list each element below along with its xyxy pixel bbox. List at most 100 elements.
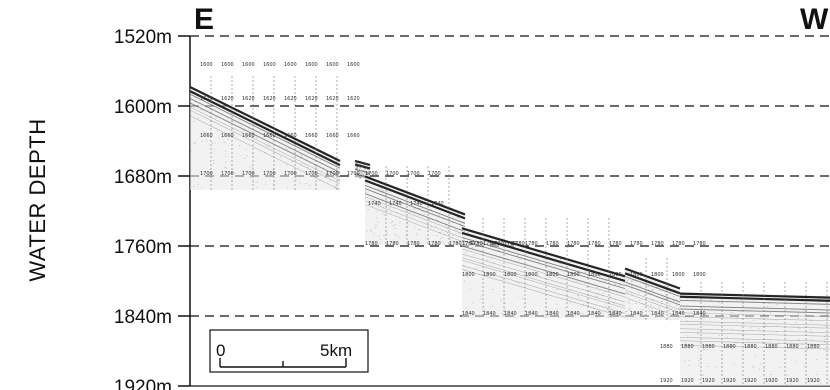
seismic-noise: [358, 177, 360, 178]
section-depth-label: 1780: [567, 241, 580, 247]
seismic-noise: [255, 137, 258, 139]
section-depth-label: 1920: [723, 378, 736, 384]
seismic-noise: [604, 280, 606, 282]
seismic-noise: [248, 171, 250, 173]
seismic-noise: [660, 303, 663, 305]
seismic-noise: [742, 335, 745, 337]
section-depth-label: 1780: [630, 241, 643, 247]
seismic-noise: [667, 285, 670, 287]
seismic-noise: [359, 174, 361, 176]
seismic-noise: [368, 173, 370, 174]
seismic-noise: [224, 166, 226, 168]
seismic-noise: [243, 129, 245, 130]
seismic-noise: [428, 243, 430, 245]
section-depth-label: 1840: [630, 311, 643, 317]
seismic-noise: [267, 126, 269, 128]
seismic-noise: [626, 311, 628, 313]
seismic-noise: [363, 171, 365, 173]
seismic-noise: [415, 226, 417, 228]
seismic-noise: [360, 177, 362, 179]
seismic-noise: [394, 224, 396, 226]
seismic-noise: [693, 299, 695, 301]
seismic-noise: [415, 234, 417, 236]
seismic-noise: [376, 217, 378, 219]
seismic-noise: [768, 302, 770, 304]
seismic-noise: [383, 235, 385, 236]
section-depth-label: 1700: [263, 171, 276, 177]
seismic-reflector: [679, 332, 830, 337]
section-depth-label: 1780: [462, 241, 475, 247]
seismic-noise: [373, 233, 375, 235]
seismic-noise: [365, 190, 367, 191]
seismic-reflector: [354, 159, 371, 167]
seismic-noise: [626, 301, 629, 303]
seismic-reflector: [624, 272, 681, 295]
section-depth-label: 1600: [263, 62, 276, 68]
seismic-noise: [700, 307, 703, 309]
seismic-noise: [659, 307, 661, 308]
seismic-noise: [425, 237, 427, 239]
seismic-reflector: [679, 337, 830, 342]
seismic-noise: [211, 142, 214, 144]
seismic-reflector: [364, 196, 466, 235]
seismic-noise: [418, 201, 420, 202]
seismic-noise: [628, 272, 630, 274]
seismic-noise: [300, 153, 302, 155]
west-label: W: [800, 3, 829, 36]
seismic-noise: [246, 154, 248, 156]
seismic-noise: [742, 305, 744, 306]
seismic-noise: [307, 174, 309, 175]
section-depth-label: 1740: [389, 201, 402, 207]
seismic-noise: [479, 274, 481, 276]
seismic-noise: [472, 240, 475, 241]
seismic-reflector: [189, 85, 341, 162]
seismic-noise: [358, 165, 360, 166]
seismic-noise: [361, 165, 364, 167]
seismic-noise: [358, 173, 360, 175]
seismic-noise: [672, 300, 675, 301]
section-depth-label: 1920: [660, 378, 673, 384]
seismic-noise: [365, 173, 367, 175]
seismic-noise: [501, 313, 503, 315]
seismic-reflector: [679, 312, 830, 318]
seismic-noise: [643, 283, 645, 285]
seismic-noise: [356, 162, 358, 164]
seismic-noise: [504, 303, 506, 305]
seismic-noise: [359, 177, 361, 179]
seismic-noise: [586, 286, 588, 287]
seismic-noise: [673, 290, 675, 291]
seismic-reflector: [461, 227, 626, 278]
seismic-noise: [667, 317, 669, 318]
seismic-noise: [452, 216, 454, 218]
seismic-noise: [322, 154, 324, 156]
seismic-noise: [697, 331, 699, 333]
seismic-noise: [614, 311, 616, 313]
seismic-noise: [440, 205, 442, 207]
seismic-noise: [626, 293, 628, 295]
seismic-reflector: [679, 316, 830, 322]
section-depth-label: 1660: [221, 133, 234, 139]
seismic-noise: [365, 182, 367, 184]
seismic-noise: [201, 140, 203, 142]
seismic-noise: [369, 172, 371, 174]
seismic-noise: [656, 287, 658, 289]
section-depth-label: 1600: [347, 62, 360, 68]
seismic-noise: [639, 315, 641, 317]
seismic-noise: [225, 167, 227, 169]
seismic-noise: [369, 176, 371, 178]
seismic-noise: [200, 109, 202, 111]
seismic-noise: [423, 213, 426, 215]
seismic-noise: [675, 304, 678, 306]
seismic-noise: [364, 169, 366, 170]
seismic-noise: [670, 308, 673, 310]
section-depth-label: 1800: [567, 272, 580, 278]
seismic-noise: [500, 277, 503, 279]
seismic-noise: [588, 272, 590, 274]
seismic-noise: [414, 206, 416, 208]
seismic-noise: [256, 125, 258, 126]
seismic-noise: [806, 349, 808, 351]
seismic-noise: [669, 288, 671, 290]
seismic-noise: [190, 150, 192, 152]
seismic-noise: [594, 313, 596, 315]
seismic-noise: [819, 301, 821, 303]
